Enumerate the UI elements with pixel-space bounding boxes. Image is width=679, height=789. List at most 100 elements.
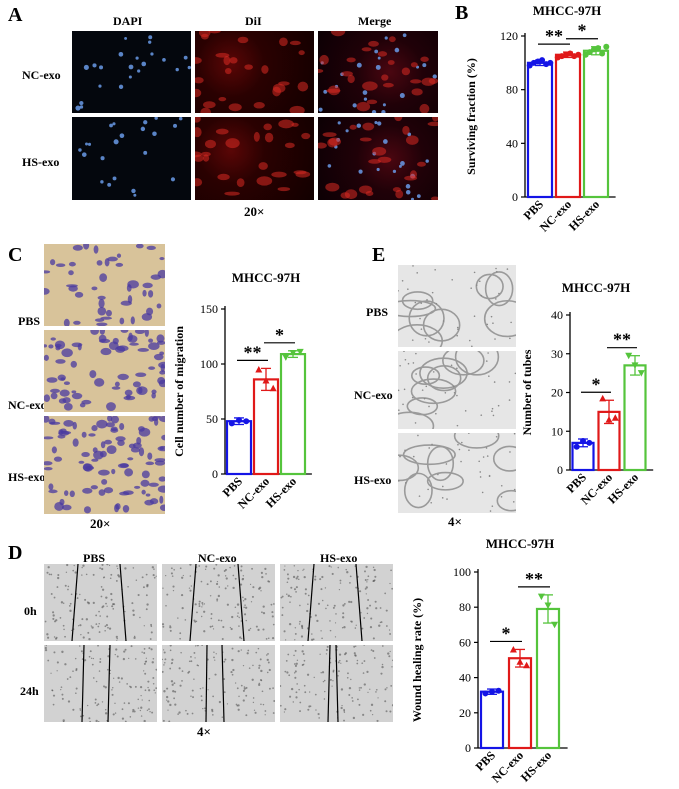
- y-tick-label: 60: [459, 635, 471, 649]
- row-label-nc-exo: NC-exo: [8, 398, 47, 412]
- y-axis-label: Cell number of migration: [172, 326, 186, 457]
- data-point: [595, 45, 602, 52]
- data-point: [539, 57, 546, 64]
- data-point: [575, 51, 582, 58]
- bar-hs-exo: [582, 49, 610, 199]
- column-label-hs-exo: HS-exo: [320, 551, 358, 565]
- y-axis-label: Number of tubes: [520, 349, 534, 435]
- column-label-dii: DiI: [245, 14, 262, 28]
- significance-label: **: [244, 342, 262, 362]
- y-tick-label: 10: [551, 424, 563, 438]
- significance-label: **: [525, 569, 543, 589]
- wound-image-nc-24h: [162, 645, 275, 722]
- data-point: [523, 661, 531, 669]
- data-point: [489, 688, 495, 695]
- bar-nc-exo: [554, 53, 582, 199]
- data-point: [547, 59, 554, 66]
- y-tick-label: 80: [506, 83, 518, 97]
- column-label-dapi: DAPI: [113, 14, 143, 28]
- data-point: [495, 687, 502, 694]
- magnification-label: 20×: [90, 516, 111, 531]
- magnification-label: 20×: [244, 204, 265, 219]
- micrograph-merge-hs: [318, 117, 438, 200]
- data-point: [509, 645, 517, 653]
- bar-nc-exo: [507, 657, 533, 750]
- panel-b-letter: B: [455, 2, 469, 24]
- tube-image-pbs: [398, 265, 516, 347]
- y-tick-label: 30: [551, 347, 563, 361]
- y-tick-label: 100: [200, 357, 218, 371]
- y-tick-label: 20: [551, 386, 563, 400]
- data-point: [537, 593, 545, 601]
- data-point: [586, 439, 593, 446]
- y-axis-label: Wound healing rate (%): [410, 598, 424, 722]
- row-label-nc-exo: NC-exo: [354, 388, 393, 402]
- bar-pbs: [479, 690, 505, 750]
- data-point: [625, 352, 633, 360]
- row-label-nc-exo: NC-exo: [22, 68, 61, 82]
- y-tick-label: 0: [212, 467, 218, 481]
- data-point: [289, 350, 297, 357]
- significance-label: *: [502, 623, 511, 643]
- data-point: [603, 43, 610, 50]
- data-point: [255, 366, 263, 373]
- migration-image-hs-exo: [44, 416, 165, 514]
- data-point: [228, 420, 235, 427]
- migration-image-pbs: [44, 244, 165, 326]
- data-point: [580, 437, 586, 444]
- y-tick-label: 120: [500, 29, 518, 43]
- data-point: [243, 418, 250, 425]
- x-tick-label: NC-exo: [537, 197, 574, 234]
- micrograph-dii-nc: [195, 31, 314, 113]
- bar-pbs: [225, 420, 253, 476]
- chart-title: MHCC-97H: [533, 3, 602, 18]
- row-label-0h: 0h: [24, 604, 37, 618]
- row-label-pbs: PBS: [18, 314, 41, 328]
- chart-title: MHCC-97H: [562, 280, 631, 295]
- data-point: [605, 416, 613, 423]
- chart-c: MHCC-97H Cell number of migration 0 50 100 15…: [172, 270, 312, 511]
- data-point: [516, 658, 524, 665]
- x-tick-label: HS-exo: [263, 474, 299, 510]
- data-point: [637, 370, 645, 377]
- micrograph-dapi-hs: [72, 117, 191, 200]
- chart-title: MHCC-97H: [486, 536, 555, 551]
- data-point: [544, 602, 552, 609]
- bar-hs-exo: [623, 364, 647, 472]
- row-label-hs-exo: HS-exo: [354, 473, 392, 487]
- y-tick-label: 150: [200, 302, 218, 316]
- panel-e-letter: E: [372, 244, 386, 266]
- data-point: [611, 414, 619, 421]
- y-tick-label: 40: [506, 136, 518, 150]
- y-axis-label: Surviving fraction (%): [464, 58, 478, 175]
- magnification-label: 4×: [448, 514, 462, 529]
- tube-image-hs-exo: [398, 433, 516, 513]
- y-tick-label: 40: [459, 671, 471, 685]
- row-label-hs-exo: HS-exo: [8, 470, 46, 484]
- chart-d: MHCC-97H Wound healing rate (%) 0 20 40 60 80 1…: [410, 536, 568, 785]
- micrograph-merge-nc: [318, 31, 438, 113]
- micrograph-dapi-nc: [72, 31, 191, 113]
- wound-image-hs-0h: [280, 564, 393, 641]
- panel-d-letter: D: [8, 542, 23, 564]
- bar-pbs: [526, 61, 554, 199]
- y-tick-label: 80: [459, 600, 471, 614]
- wound-image-hs-24h: [280, 645, 393, 722]
- bar-hs-exo: [279, 352, 307, 476]
- data-point: [482, 690, 489, 697]
- significance-label: **: [545, 26, 563, 46]
- significance-label: *: [275, 325, 284, 345]
- data-point: [282, 354, 290, 361]
- row-label-24h: 24h: [20, 684, 39, 698]
- column-label-pbs: PBS: [83, 551, 106, 565]
- column-label-merge: Merge: [358, 14, 392, 28]
- row-label-pbs: PBS: [366, 305, 389, 319]
- x-tick-label: NC-exo: [489, 748, 526, 785]
- micrograph-dii-hs: [195, 117, 314, 200]
- migration-image-nc-exo: [44, 330, 165, 412]
- significance-label: *: [578, 21, 587, 41]
- y-tick-label: 0: [465, 741, 471, 755]
- data-point: [551, 621, 559, 629]
